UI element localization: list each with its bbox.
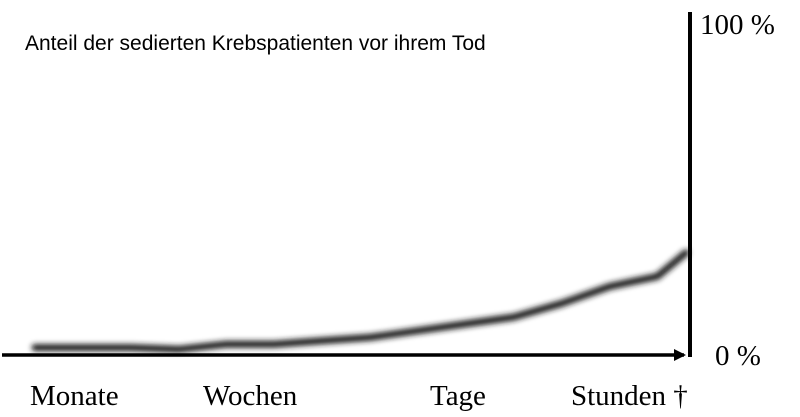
x-tick-label-2: Tage <box>430 380 486 412</box>
series-line-0 <box>31 249 690 353</box>
x-tick-label-0: Monate <box>30 380 119 412</box>
x-tick-label-3: Stunden † <box>571 380 688 412</box>
x-tick-label-1: Wochen <box>203 380 298 412</box>
x-tick-layer: Monate Wochen Tage Stunden † <box>30 380 688 412</box>
chart-title: Anteil der sedierten Krebspatienten vor … <box>25 32 486 55</box>
series-layer <box>31 249 690 353</box>
y-tick-label-bottom: 0 % <box>715 340 761 372</box>
y-tick-label-top: 100 % <box>700 9 775 41</box>
